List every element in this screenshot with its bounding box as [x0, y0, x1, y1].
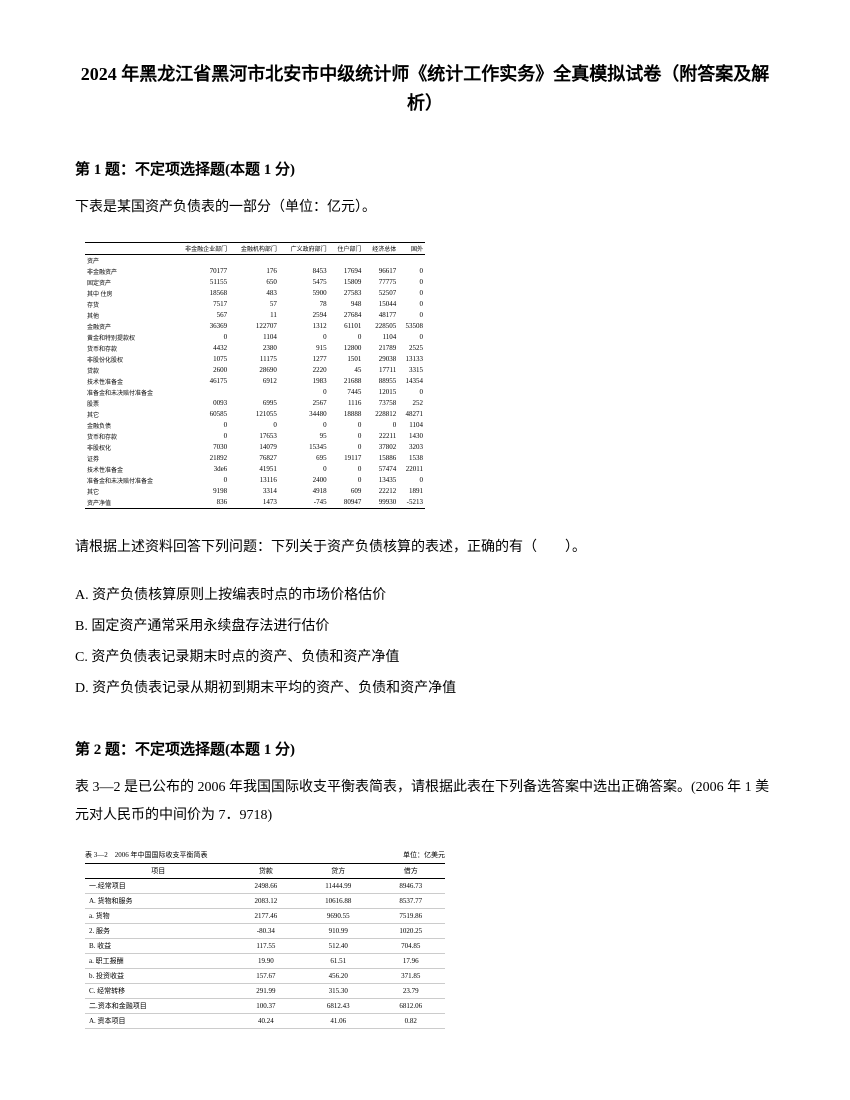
q1-option-d: D. 资产负债表记录从期初到期末平均的资产、负债和资产净值	[75, 675, 775, 703]
q2-header: 第 2 题：不定项选择题(本题 1 分)	[75, 738, 775, 759]
q1-intro: 下表是某国资产负债表的一部分（单位：亿元）。	[75, 194, 775, 222]
q2-table-title: 表 3—2 2006 年中国国际收支平衡简表	[85, 850, 208, 860]
q2-intro: 表 3—2 是已公布的 2006 年我国国际收支平衡表简表，请根据此表在下列备选…	[75, 774, 775, 830]
question-1: 第 1 题：不定项选择题(本题 1 分) 下表是某国资产负债表的一部分（单位：亿…	[75, 158, 775, 703]
q1-table: 非金融企业部门金融机构部门广义政府部门住户部门经济总体国外资产非金融资产7017…	[75, 242, 775, 509]
q1-option-c: C. 资产负债表记录期末时点的资产、负债和资产净值	[75, 644, 775, 672]
q1-header: 第 1 题：不定项选择题(本题 1 分)	[75, 158, 775, 179]
document-title: 2024 年黑龙江省黑河市北安市中级统计师《统计工作实务》全真模拟试卷（附答案及…	[75, 60, 775, 118]
q1-option-a: A. 资产负债核算原则上按编表时点的市场价格估价	[75, 582, 775, 610]
q2-table-unit: 单位：亿美元	[403, 850, 445, 860]
q2-table: 表 3—2 2006 年中国国际收支平衡简表 单位：亿美元 项目贷款贷方借方一.…	[85, 850, 445, 1029]
question-2: 第 2 题：不定项选择题(本题 1 分) 表 3—2 是已公布的 2006 年我…	[75, 738, 775, 1029]
q1-prompt: 请根据上述资料回答下列问题：下列关于资产负债核算的表述，正确的有（ ）。	[75, 534, 775, 562]
q1-option-b: B. 固定资产通常采用永续盘存法进行估价	[75, 613, 775, 641]
